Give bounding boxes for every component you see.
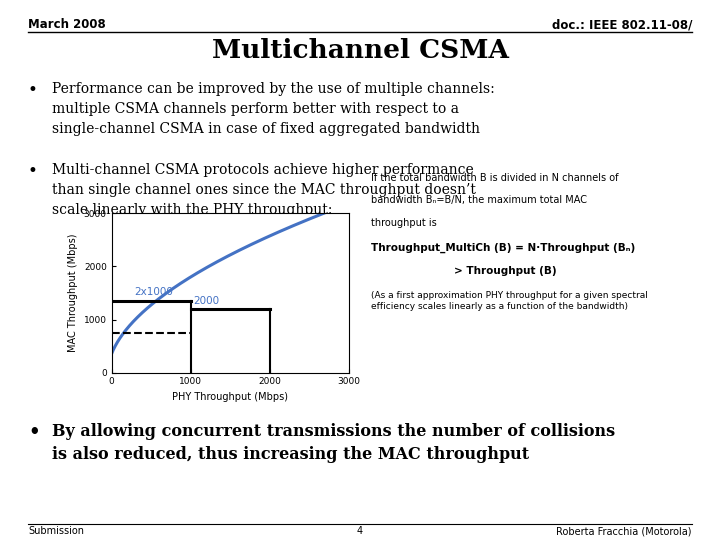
Text: Multi-channel CSMA protocols achieve higher performance
than single channel ones: Multi-channel CSMA protocols achieve hig… (52, 163, 476, 217)
Text: •: • (28, 423, 40, 441)
Text: > Throughput (B): > Throughput (B) (454, 266, 557, 276)
Text: bandwidth Bₙ=B/N, the maximum total MAC: bandwidth Bₙ=B/N, the maximum total MAC (371, 195, 587, 206)
Text: Throughput_MultiCh (B) = N·Throughput (Bₙ): Throughput_MultiCh (B) = N·Throughput (B… (371, 243, 635, 253)
Text: If the total bandwidth B is divided in N channels of: If the total bandwidth B is divided in N… (371, 173, 618, 183)
Text: (As a first approximation PHY throughput for a given spectral
efficiency scales : (As a first approximation PHY throughput… (371, 291, 648, 312)
Text: Roberta Fracchia (Motorola): Roberta Fracchia (Motorola) (557, 526, 692, 536)
Text: 2x1000: 2x1000 (135, 287, 174, 297)
Text: 4: 4 (357, 526, 363, 536)
Text: Multichannel CSMA: Multichannel CSMA (212, 38, 508, 63)
X-axis label: PHY Throughput (Mbps): PHY Throughput (Mbps) (172, 392, 289, 402)
Text: Performance can be improved by the use of multiple channels:
multiple CSMA chann: Performance can be improved by the use o… (52, 82, 495, 136)
Text: Submission: Submission (28, 526, 84, 536)
Text: •: • (28, 163, 38, 180)
Text: throughput is: throughput is (371, 218, 436, 228)
Text: 2000: 2000 (193, 296, 220, 306)
Text: •: • (28, 82, 38, 99)
Text: By allowing concurrent transmissions the number of collisions
is also reduced, t: By allowing concurrent transmissions the… (52, 423, 615, 463)
Text: doc.: IEEE 802.11-08/: doc.: IEEE 802.11-08/ (552, 18, 692, 31)
Y-axis label: MAC Throughput (Mbps): MAC Throughput (Mbps) (68, 234, 78, 352)
Text: March 2008: March 2008 (28, 18, 106, 31)
